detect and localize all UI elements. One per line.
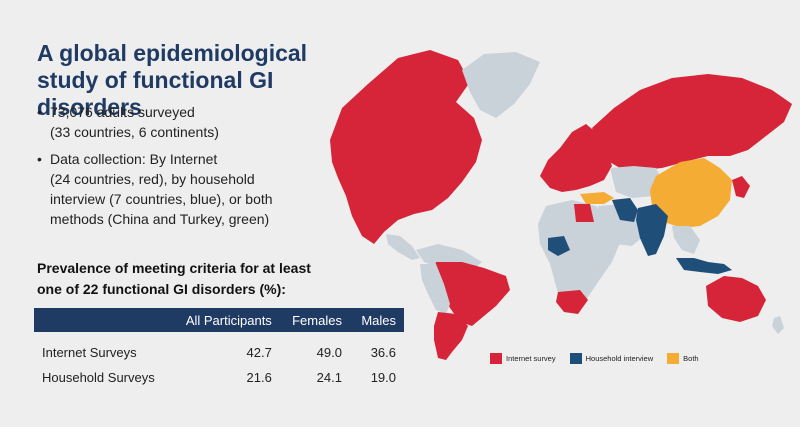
australia (706, 276, 766, 322)
greenland (462, 52, 540, 118)
world-map (330, 50, 792, 360)
table-header-all: All Participants (185, 312, 272, 328)
cell-females: 24.1 (316, 370, 342, 385)
page-title: A global epidemiological study of functi… (37, 40, 308, 120)
new-zealand (772, 316, 784, 334)
bullet-data-collection: Data collection: By Internet (24 countri… (37, 149, 327, 229)
legend-label-both: Both (683, 354, 699, 363)
north-america (330, 50, 482, 244)
legend-swatch-internet (490, 353, 502, 364)
russia (592, 74, 792, 170)
table-header-row: All Participants Females Males (34, 308, 404, 332)
legend-item-internet: Internet survey (490, 353, 556, 364)
row-label: Internet Surveys (42, 345, 137, 360)
nigeria (548, 236, 570, 256)
map-legend: Internet survey Household interview Both (490, 353, 713, 364)
indonesia (676, 258, 732, 274)
argentina-chile (434, 312, 468, 360)
bullet-participants: 73,076 adults surveyed (33 countries, 6 … (37, 102, 327, 142)
egypt (574, 204, 594, 222)
table-header-females: Females (292, 312, 342, 328)
cell-males: 36.6 (370, 345, 396, 360)
table-row: Household Surveys 21.6 24.1 19.0 (34, 365, 404, 390)
cell-females: 49.0 (316, 345, 342, 360)
china (650, 158, 732, 228)
turkey (580, 192, 614, 204)
iran (612, 198, 638, 222)
legend-swatch-both (667, 353, 680, 364)
legend-swatch-household (569, 353, 582, 364)
summary-bullets: 73,076 adults surveyed (33 countries, 6 … (37, 102, 327, 236)
south-africa (556, 290, 588, 314)
cell-males: 19.0 (370, 370, 396, 385)
table-header-blank (34, 308, 171, 332)
table-row: Internet Surveys 42.7 49.0 36.6 (34, 332, 404, 365)
cell-all: 42.7 (246, 345, 272, 360)
africa (538, 200, 622, 312)
cell-all: 21.6 (246, 370, 272, 385)
legend-label-household: Household interview (585, 354, 654, 363)
row-label: Household Surveys (42, 370, 155, 385)
europe (540, 124, 612, 192)
brazil (434, 262, 510, 326)
prevalence-table: All Participants Females Males Internet … (34, 308, 404, 390)
legend-label-internet: Internet survey (506, 354, 556, 363)
legend-item-both: Both (667, 353, 699, 364)
south-america-west (420, 264, 450, 314)
india (636, 204, 668, 256)
korea-japan (732, 176, 750, 198)
central-america (386, 234, 420, 260)
southeast-asia (672, 226, 700, 254)
prevalence-heading: Prevalence of meeting criteria for at le… (37, 260, 311, 297)
legend-item-household: Household interview (569, 353, 654, 364)
table-header-males: Males (361, 312, 396, 328)
